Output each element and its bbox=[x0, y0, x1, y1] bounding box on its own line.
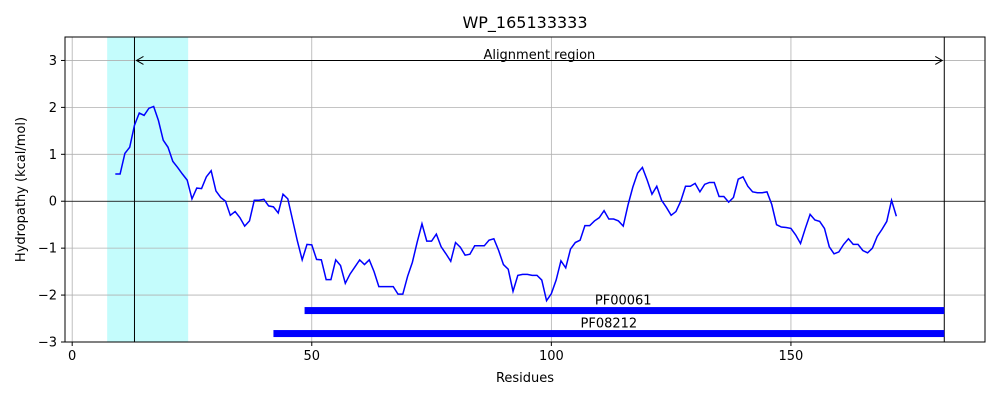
domain-label: PF08212 bbox=[581, 317, 638, 332]
x-axis-label: Residues bbox=[496, 371, 554, 386]
chart-title: WP_165133333 bbox=[462, 13, 587, 33]
arrowhead-left bbox=[135, 56, 144, 65]
alignment-bounds bbox=[133, 37, 945, 342]
y-tick-label: −1 bbox=[38, 242, 57, 257]
domain-bars: PF00061 PF08212 bbox=[273, 294, 945, 338]
domain-label: PF00061 bbox=[595, 294, 652, 309]
alignment-region-label: Alignment region bbox=[483, 48, 595, 63]
x-axis-ticks: 0 50 100 150 bbox=[68, 342, 803, 364]
y-axis-label: Hydropathy (kcal/mol) bbox=[14, 117, 29, 262]
y-tick-label: 2 bbox=[49, 101, 57, 116]
y-tick-label: 3 bbox=[49, 54, 57, 69]
domain-bar-pf00061 bbox=[304, 307, 945, 315]
axes-frame bbox=[64, 36, 986, 343]
hydropathy-line bbox=[115, 105, 898, 303]
x-tick-label: 150 bbox=[779, 349, 804, 364]
highlight-region bbox=[107, 37, 189, 342]
plot-area: Alignment region PF00061 PF08212 bbox=[64, 36, 986, 343]
x-tick-label: 50 bbox=[303, 349, 320, 364]
domain-bar-pf08212 bbox=[273, 330, 945, 338]
alignment-arrowheads bbox=[135, 56, 944, 65]
x-tick-label: 0 bbox=[68, 349, 76, 364]
y-tick-label: 1 bbox=[49, 148, 57, 163]
y-tick-label: 0 bbox=[49, 195, 57, 210]
y-tick-label: −3 bbox=[38, 336, 57, 351]
y-tick-label: −2 bbox=[38, 289, 57, 304]
x-tick-label: 100 bbox=[539, 349, 564, 364]
y-axis-ticks: −3 −2 −1 0 1 2 3 bbox=[38, 54, 65, 351]
arrowhead-right bbox=[935, 56, 944, 65]
